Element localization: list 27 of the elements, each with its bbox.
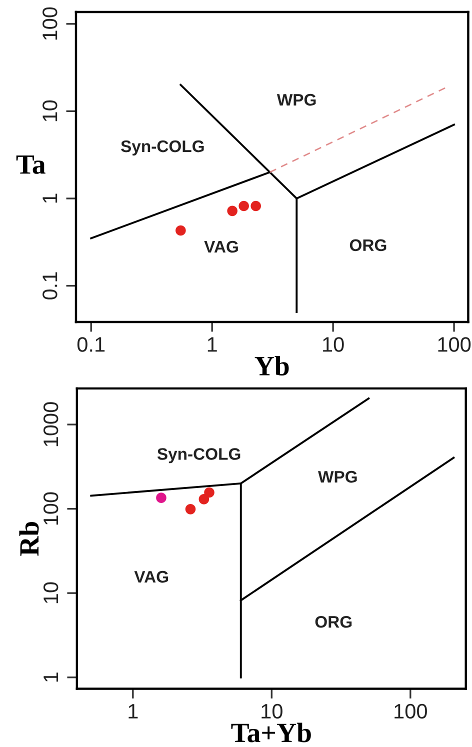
x-axis-title: Ta+Yb <box>231 722 311 742</box>
y-tick-label: 10 <box>42 100 58 122</box>
annotation: WPG <box>276 94 316 106</box>
annotation: VAG <box>204 240 238 253</box>
y-tick-label: 10 <box>43 582 58 604</box>
x-axis-title: Yb <box>254 356 289 376</box>
annotation: Syn-COLG <box>121 140 204 156</box>
annotation: ORG <box>315 616 352 628</box>
y-tick-label: 1 <box>44 672 58 682</box>
annotation: ORG <box>350 239 386 252</box>
annotation: WPG <box>318 470 357 483</box>
y-tick-label: 100 <box>43 492 58 525</box>
annotation: VAG <box>134 570 168 583</box>
y-tick-label: 1000 <box>43 402 58 446</box>
y-axis-title: Ta <box>16 155 46 174</box>
y-axis-title: Rb <box>19 522 39 556</box>
annotation: Syn-COLG <box>157 448 240 464</box>
y-tick-label: 0.1 <box>42 272 58 300</box>
x-tick-label: 10 <box>262 704 282 719</box>
x-tick-label: 1 <box>128 704 138 718</box>
x-tick-label: 100 <box>394 704 427 719</box>
x-tick-label: 1 <box>208 337 217 352</box>
x-tick-label: 100 <box>438 337 471 352</box>
x-tick-label: 0.1 <box>77 337 105 352</box>
x-tick-label: 10 <box>323 337 344 352</box>
y-tick-label: 1 <box>42 194 58 203</box>
y-tick-label: 100 <box>42 7 58 40</box>
